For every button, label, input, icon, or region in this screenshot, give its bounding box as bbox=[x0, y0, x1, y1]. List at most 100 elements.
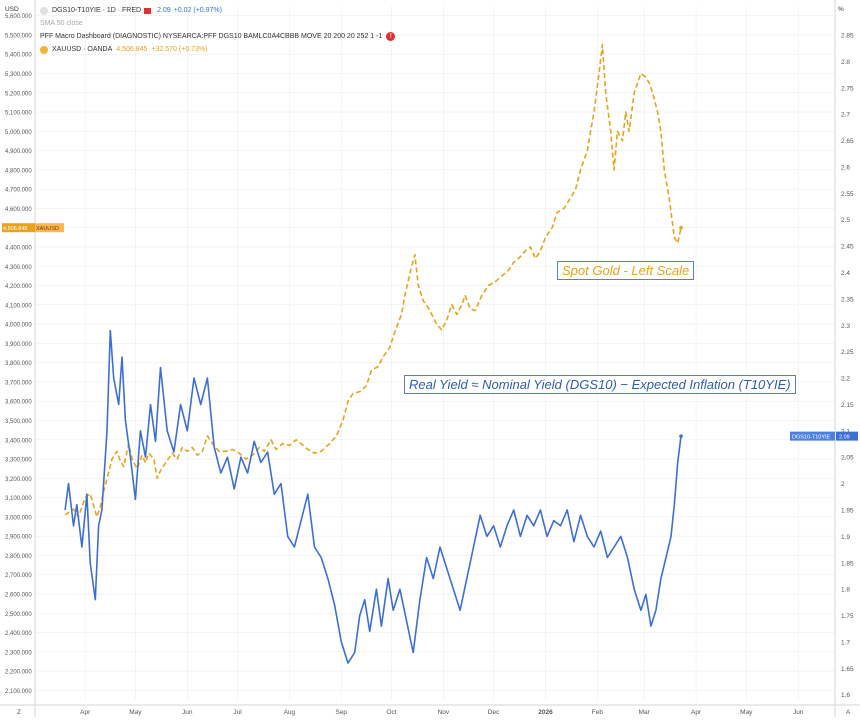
left-tick-label: 4,200.000 bbox=[5, 284, 32, 290]
gold-data-point bbox=[456, 314, 458, 315]
real-yield-data-point bbox=[446, 567, 448, 569]
real-yield-data-point bbox=[633, 588, 635, 590]
gold-data-point bbox=[540, 250, 541, 252]
error-icon[interactable]: ! bbox=[386, 32, 396, 41]
real-yield-data-point bbox=[110, 330, 111, 331]
real-yield-data-point bbox=[660, 578, 662, 579]
gold-data-point bbox=[617, 131, 618, 132]
gold-data-point bbox=[171, 452, 173, 454]
legend-main-row[interactable]: DGS10-T10YIE · 1D · FRED 2.09 +0.02 (+0.… bbox=[40, 4, 395, 17]
sma-label[interactable]: SMA 50 close bbox=[40, 20, 83, 27]
gold-data-point bbox=[568, 200, 570, 201]
x-tick-label: Apr bbox=[80, 709, 91, 716]
main-value: 2.09 bbox=[157, 7, 171, 14]
right-tick-label: 2 bbox=[841, 481, 845, 488]
real-yield-price-tag-value: 2.09 bbox=[839, 434, 850, 440]
real-yield-data-point bbox=[677, 462, 678, 463]
real-yield-data-point bbox=[573, 541, 575, 542]
legend-xau-row[interactable]: XAUUSD · OANDA 4,506.845 +32.570 (+0.73%… bbox=[40, 43, 395, 56]
real-yield-data-point bbox=[327, 578, 329, 579]
left-tick-label: 4,100.000 bbox=[5, 303, 32, 309]
gold-annotation[interactable]: Spot Gold - Left Scale bbox=[557, 261, 695, 280]
right-tick-label: 2.65 bbox=[841, 138, 854, 145]
legend-sma-row[interactable]: SMA 50 close bbox=[40, 17, 395, 30]
gold-data-point bbox=[637, 82, 638, 84]
gold-data-point bbox=[377, 366, 379, 367]
gold-data-point bbox=[508, 269, 509, 271]
real-yield-data-point bbox=[600, 530, 601, 532]
gold-data-point bbox=[371, 370, 372, 371]
indicator-label[interactable]: PFF Macro Dashboard (DIAGNOSTIC) NYSEARC… bbox=[40, 33, 383, 40]
real-yield-data-point bbox=[294, 546, 295, 548]
gold-data-point bbox=[207, 435, 208, 437]
gold-symbol-tag bbox=[35, 223, 64, 233]
gold-data-point bbox=[100, 506, 101, 508]
real-yield-last-point bbox=[679, 434, 683, 438]
gold-data-point bbox=[431, 314, 433, 315]
gold-data-point bbox=[64, 514, 66, 516]
real-yield-data-point bbox=[526, 515, 528, 516]
real-yield-data-point bbox=[166, 430, 168, 432]
x-tick-label: Dec bbox=[488, 709, 500, 716]
main-change: +0.02 (+0.97%) bbox=[173, 7, 222, 14]
gold-data-point bbox=[501, 275, 503, 277]
left-tick-label: 5,000.000 bbox=[5, 130, 32, 136]
gold-data-point bbox=[660, 131, 662, 132]
gold-data-point bbox=[182, 447, 183, 448]
left-tick-label: 5,200.000 bbox=[5, 91, 32, 97]
gold-data-point bbox=[111, 458, 113, 460]
gold-data-point bbox=[342, 420, 344, 421]
real-yield-data-point bbox=[145, 456, 146, 458]
x-tick-label: May bbox=[740, 709, 753, 716]
legend-indicator-row[interactable]: PFF Macro Dashboard (DIAGNOSTIC) NYSEARC… bbox=[40, 30, 396, 43]
gold-data-point bbox=[347, 400, 349, 402]
gold-data-point bbox=[414, 254, 416, 255]
right-unit-label: % bbox=[838, 6, 844, 13]
left-tick-label: 5,600.000 bbox=[5, 14, 32, 20]
x-axis-right-label: A bbox=[846, 709, 851, 716]
gold-data-point bbox=[148, 452, 150, 454]
gold-data-point bbox=[640, 73, 642, 74]
real-yield-data-point bbox=[607, 557, 608, 558]
main-symbol[interactable]: DGS10-T10YIE · 1D · FRED bbox=[52, 7, 142, 14]
right-tick-label: 2.3 bbox=[841, 323, 850, 330]
gold-data-point bbox=[120, 460, 121, 462]
gold-data-point bbox=[116, 451, 118, 452]
xau-symbol[interactable]: XAUUSD · OANDA bbox=[52, 46, 113, 53]
real-yield-data-point bbox=[376, 588, 377, 590]
gold-data-point bbox=[145, 462, 146, 464]
real-yield-data-point bbox=[121, 356, 123, 358]
gold-data-point bbox=[563, 208, 565, 209]
gold-data-point bbox=[300, 443, 302, 444]
real-yield-data-point bbox=[125, 420, 126, 421]
real-yield-data-point bbox=[341, 641, 342, 643]
gold-data-point bbox=[587, 150, 588, 151]
real-yield-data-point bbox=[479, 515, 481, 516]
real-yield-data-point bbox=[665, 557, 667, 558]
real-yield-data-point bbox=[347, 662, 349, 664]
real-yield-data-point bbox=[560, 525, 561, 527]
left-tick-label: 4,300.000 bbox=[5, 265, 32, 271]
real-yield-data-point bbox=[280, 483, 282, 484]
real-yield-data-point bbox=[645, 594, 647, 595]
gold-data-point bbox=[446, 319, 448, 321]
real-yield-data-point bbox=[274, 493, 275, 495]
real-yield-data-point bbox=[193, 377, 195, 379]
right-tick-label: 2.5 bbox=[841, 217, 850, 224]
left-tick-label: 5,500.000 bbox=[5, 33, 32, 39]
right-tick-label: 2.05 bbox=[841, 455, 854, 462]
left-tick-label: 3,500.000 bbox=[5, 419, 32, 425]
real-yield-data-point bbox=[173, 451, 175, 453]
real-yield-data-point bbox=[300, 520, 302, 521]
xau-change: +32.570 (+0.73%) bbox=[151, 46, 208, 53]
real-yield-data-point bbox=[200, 404, 201, 405]
gold-data-point bbox=[423, 300, 424, 302]
gold-data-point bbox=[382, 356, 384, 358]
real-yield-data-point bbox=[513, 509, 514, 511]
real-yield-data-point bbox=[650, 625, 652, 627]
real-yield-annotation[interactable]: Real Yield ≈ Nominal Yield (DGS10) − Exp… bbox=[404, 375, 796, 394]
gold-data-point bbox=[551, 227, 553, 228]
flag-icon[interactable] bbox=[144, 7, 152, 14]
